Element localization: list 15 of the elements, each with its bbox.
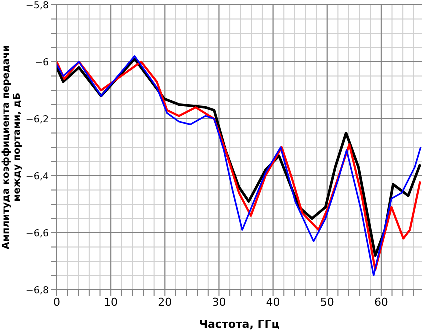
y-tick-label: −6,2 bbox=[26, 114, 49, 126]
x-tick-label: 30 bbox=[212, 296, 226, 309]
x-tick-label: 40 bbox=[266, 296, 280, 309]
y-tick-label: −6,4 bbox=[26, 171, 49, 182]
x-tick-label: 10 bbox=[104, 296, 118, 309]
x-tick-label: 20 bbox=[158, 296, 172, 309]
x-tick-label: 50 bbox=[320, 296, 334, 309]
x-tick-label: 0 bbox=[54, 296, 60, 309]
y-tick-label: −6 bbox=[34, 57, 49, 68]
y-tick-label: −5,8 bbox=[26, 0, 49, 12]
y-tick-label: −6,8 bbox=[26, 285, 49, 296]
y-tick-label: −6,6 bbox=[26, 228, 49, 240]
y-axis-title: Амплитуда коэффициента передачи между портами, дБ bbox=[1, 46, 23, 250]
x-axis-title: Частота, ГГц bbox=[199, 318, 280, 330]
x-tick-label: 60 bbox=[374, 296, 388, 309]
